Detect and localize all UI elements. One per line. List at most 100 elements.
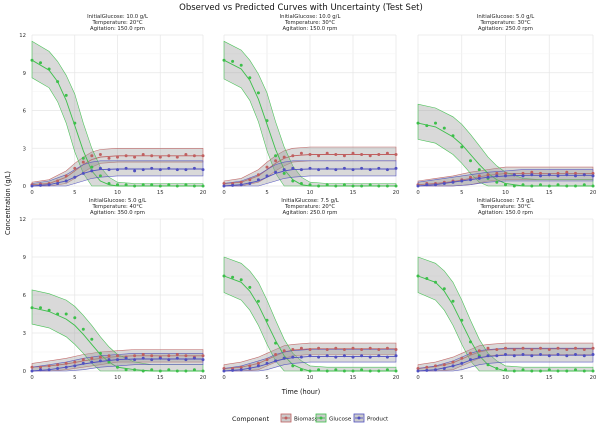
product-observed-point: [56, 182, 60, 185]
biomass-observed-point: [291, 348, 295, 351]
y-tick-label: 0: [23, 184, 27, 190]
product-observed-point: [394, 166, 398, 170]
product-observed-point: [274, 359, 278, 363]
x-tick-label: 20: [200, 190, 207, 196]
biomass-observed-point: [591, 171, 595, 175]
product-observed-point: [469, 358, 472, 362]
glucose-observed-point: [90, 165, 94, 169]
x-tick-label: 15: [350, 375, 357, 381]
glucose-observed-point: [351, 369, 355, 373]
facet-strip-label: InitialGlucose: 5.0 g/L: [477, 14, 534, 20]
x-tick-label: 0: [416, 375, 420, 381]
biomass-observed-point: [299, 151, 303, 155]
y-tick-label: 0: [23, 369, 27, 375]
glucose-observed-point: [231, 275, 235, 279]
glucose-observed-point: [150, 368, 154, 372]
biomass-observed-point: [351, 346, 355, 350]
biomass-observed-point: [360, 153, 364, 156]
biomass-observed-point: [504, 171, 507, 175]
product-observed-point: [308, 166, 312, 170]
glucose-observed-point: [90, 337, 94, 341]
biomass-observed-point: [167, 354, 171, 358]
glucose-observed-point: [141, 183, 145, 187]
glucose-observed-point: [360, 184, 364, 188]
biomass-observed-point: [342, 348, 346, 351]
glucose-observed-point: [265, 119, 269, 123]
product-observed-point: [192, 356, 196, 360]
glucose-observed-point: [512, 184, 516, 188]
glucose-observed-point: [73, 121, 77, 125]
facet-strip-label: Temperature: 20°C: [91, 20, 142, 26]
biomass-observed-point: [167, 154, 171, 158]
y-tick-label: 6: [23, 109, 27, 115]
legend-title: Component: [232, 415, 270, 423]
glucose-observed-point: [239, 278, 243, 282]
product-observed-point: [222, 184, 226, 188]
biomass-observed-point: [73, 360, 77, 364]
facet-strip-label: InitialGlucose: 7.5 g/L: [281, 198, 338, 204]
biomass-observed-point: [477, 349, 481, 353]
x-tick-label: 10: [307, 375, 314, 381]
product-observed-point: [591, 353, 595, 356]
biomass-observed-point: [434, 364, 437, 368]
product-observed-point: [394, 354, 398, 358]
biomass-observed-point: [222, 182, 226, 185]
legend-point: [319, 416, 323, 420]
biomass-observed-point: [222, 367, 226, 370]
product-observed-point: [175, 356, 179, 360]
product-observed-point: [256, 178, 260, 182]
biomass-observed-point: [486, 173, 490, 177]
product-observed-point: [565, 173, 569, 177]
x-tick-label: 0: [30, 190, 34, 196]
biomass-observed-point: [539, 171, 542, 175]
glucose-observed-point: [547, 184, 551, 188]
y-axis-title: Concentration (g/L): [4, 171, 12, 235]
glucose-observed-point: [591, 184, 595, 188]
product-observed-point: [107, 358, 111, 362]
biomass-observed-point: [308, 348, 312, 351]
glucose-observed-point: [248, 285, 252, 289]
biomass-observed-point: [184, 354, 188, 358]
biomass-observed-point: [239, 180, 243, 184]
glucose-observed-point: [167, 368, 171, 372]
legend: Component Biomass Glucose Product: [232, 413, 389, 423]
biomass-observed-point: [256, 361, 260, 365]
glucose-observed-point: [521, 368, 525, 372]
y-tick-label: 12: [19, 33, 26, 39]
biomass-observed-point: [116, 155, 119, 159]
product-observed-point: [342, 166, 346, 170]
product-observed-point: [547, 354, 551, 358]
glucose-observed-point: [512, 369, 516, 373]
biomass-observed-point: [547, 348, 551, 351]
product-uncertainty-band: [31, 160, 204, 187]
product-observed-point: [385, 168, 389, 172]
x-tick-label: 20: [590, 190, 597, 196]
biomass-observed-point: [81, 358, 85, 362]
product-observed-point: [282, 356, 286, 360]
product-observed-point: [368, 355, 372, 359]
product-observed-point: [325, 354, 329, 358]
biomass-observed-point: [334, 346, 338, 350]
product-observed-point: [81, 171, 85, 175]
biomass-observed-point: [274, 353, 278, 356]
biomass-observed-point: [107, 354, 111, 358]
y-tick-label: 9: [23, 71, 26, 77]
y-tick-label: 3: [23, 331, 26, 337]
glucose-observed-point: [30, 306, 34, 310]
glucose-observed-point: [521, 183, 525, 187]
product-observed-point: [47, 368, 51, 372]
biomass-observed-point: [486, 346, 490, 350]
x-tick-label: 20: [393, 375, 400, 381]
x-tick-label: 0: [222, 375, 226, 381]
biomass-observed-point: [385, 151, 389, 155]
legend-key-glucose: Glucose: [315, 413, 352, 423]
glucose-observed-point: [425, 124, 429, 128]
biomass-observed-point: [64, 174, 68, 178]
biomass-observed-point: [334, 153, 338, 156]
biomass-observed-point: [351, 151, 355, 155]
glucose-observed-point: [394, 369, 398, 373]
glucose-observed-point: [334, 184, 338, 188]
product-observed-point: [521, 353, 525, 356]
product-observed-point: [530, 354, 534, 358]
product-observed-point: [385, 355, 389, 359]
